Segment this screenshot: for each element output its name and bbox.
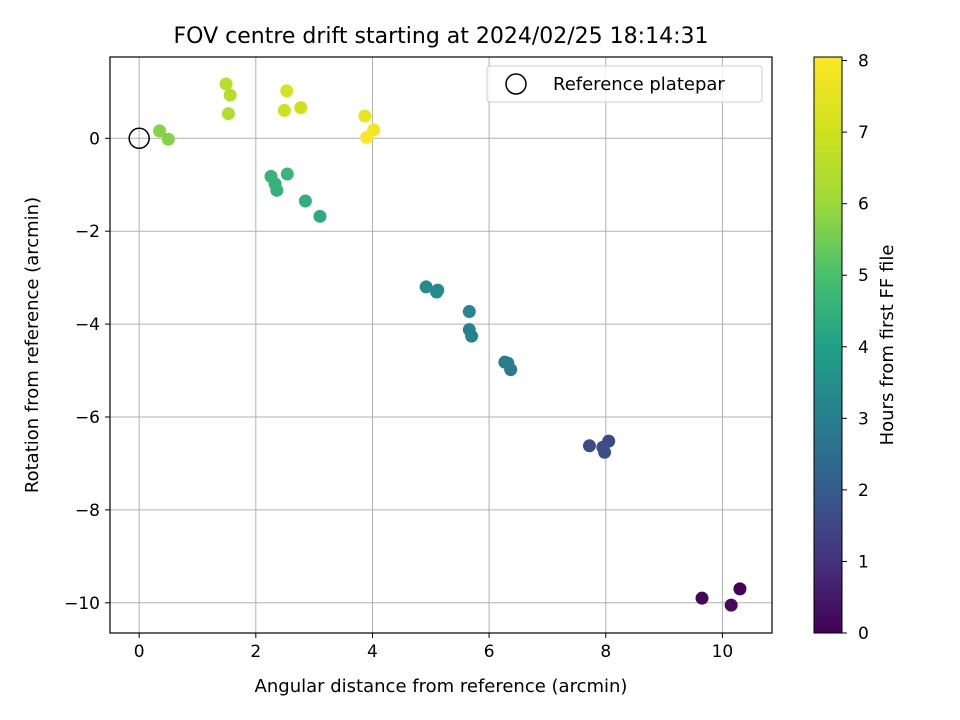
y-tick-label: −2 bbox=[75, 222, 100, 242]
colorbar-tick-label: 5 bbox=[858, 266, 869, 286]
scatter-point bbox=[280, 167, 294, 181]
scatter-point bbox=[298, 194, 312, 208]
x-tick-label: 6 bbox=[484, 642, 495, 662]
x-axis-ticks: 0 2 4 6 8 10 bbox=[134, 633, 733, 662]
scatter-point bbox=[724, 598, 738, 612]
scatter-point bbox=[462, 323, 476, 337]
scatter-point bbox=[462, 305, 476, 319]
colorbar-ticks: 0 1 2 3 4 5 6 7 8 bbox=[842, 52, 869, 644]
x-tick-label: 4 bbox=[367, 642, 378, 662]
scatter-point bbox=[277, 103, 291, 117]
scatter-point bbox=[582, 439, 596, 453]
x-axis-label: Angular distance from reference (arcmin) bbox=[255, 676, 628, 697]
scatter-point bbox=[695, 591, 709, 605]
colorbar-tick-label: 8 bbox=[858, 52, 869, 72]
chart-title: FOV centre drift starting at 2024/02/25 … bbox=[174, 24, 709, 49]
legend-label: Reference platepar bbox=[553, 74, 725, 95]
x-tick-label: 2 bbox=[250, 642, 261, 662]
plot-frame bbox=[109, 56, 773, 634]
colorbar-tick-label: 2 bbox=[858, 481, 869, 501]
scatter-point bbox=[358, 109, 372, 123]
colorbar-tick-label: 1 bbox=[858, 552, 869, 572]
legend: Reference platepar bbox=[486, 65, 763, 103]
scatter-point bbox=[153, 124, 167, 138]
y-axis-label: Rotation from reference (arcmin) bbox=[22, 197, 43, 493]
reference-point-marker bbox=[128, 127, 150, 150]
grid-lines bbox=[110, 57, 772, 633]
scatter-point bbox=[280, 84, 294, 98]
scatter-point bbox=[264, 169, 278, 183]
x-tick-label: 10 bbox=[712, 642, 734, 662]
colorbar-gradient bbox=[813, 56, 843, 634]
reference-marker-layer bbox=[128, 127, 150, 150]
colorbar-tick-label: 4 bbox=[858, 338, 869, 358]
colorbar-tick-label: 7 bbox=[858, 123, 869, 143]
scatter-point bbox=[598, 445, 612, 459]
y-tick-label: −6 bbox=[75, 408, 100, 428]
scatter-point bbox=[733, 582, 747, 596]
y-tick-label: −10 bbox=[64, 594, 100, 614]
scatter-point bbox=[219, 77, 233, 91]
x-tick-label: 0 bbox=[134, 642, 145, 662]
scatter-point bbox=[221, 107, 235, 121]
scatter-point bbox=[313, 209, 327, 223]
scatter-point bbox=[294, 101, 308, 115]
colorbar: 0 1 2 3 4 5 6 7 8 Hours from first FF file bbox=[813, 52, 898, 644]
y-tick-label: −4 bbox=[75, 315, 100, 335]
colorbar-label: Hours from first FF file bbox=[877, 245, 898, 446]
y-tick-label: −8 bbox=[75, 501, 100, 521]
legend-box bbox=[486, 65, 763, 103]
colorbar-tick-label: 0 bbox=[858, 624, 869, 644]
scatter-point bbox=[419, 280, 433, 294]
scatter-point bbox=[431, 283, 445, 297]
scatter-point bbox=[161, 132, 175, 146]
scatter-point bbox=[360, 130, 374, 144]
x-tick-label: 8 bbox=[600, 642, 611, 662]
data-points bbox=[153, 77, 747, 612]
y-tick-label: 0 bbox=[89, 129, 100, 149]
scatter-point bbox=[223, 88, 237, 102]
colorbar-tick-label: 3 bbox=[858, 409, 869, 429]
legend-open-circle-marker bbox=[505, 73, 527, 95]
y-axis-ticks: −10 −8 −6 −4 −2 0 bbox=[64, 129, 110, 614]
scatter-point bbox=[501, 356, 515, 370]
colorbar-tick-label: 6 bbox=[858, 195, 869, 215]
